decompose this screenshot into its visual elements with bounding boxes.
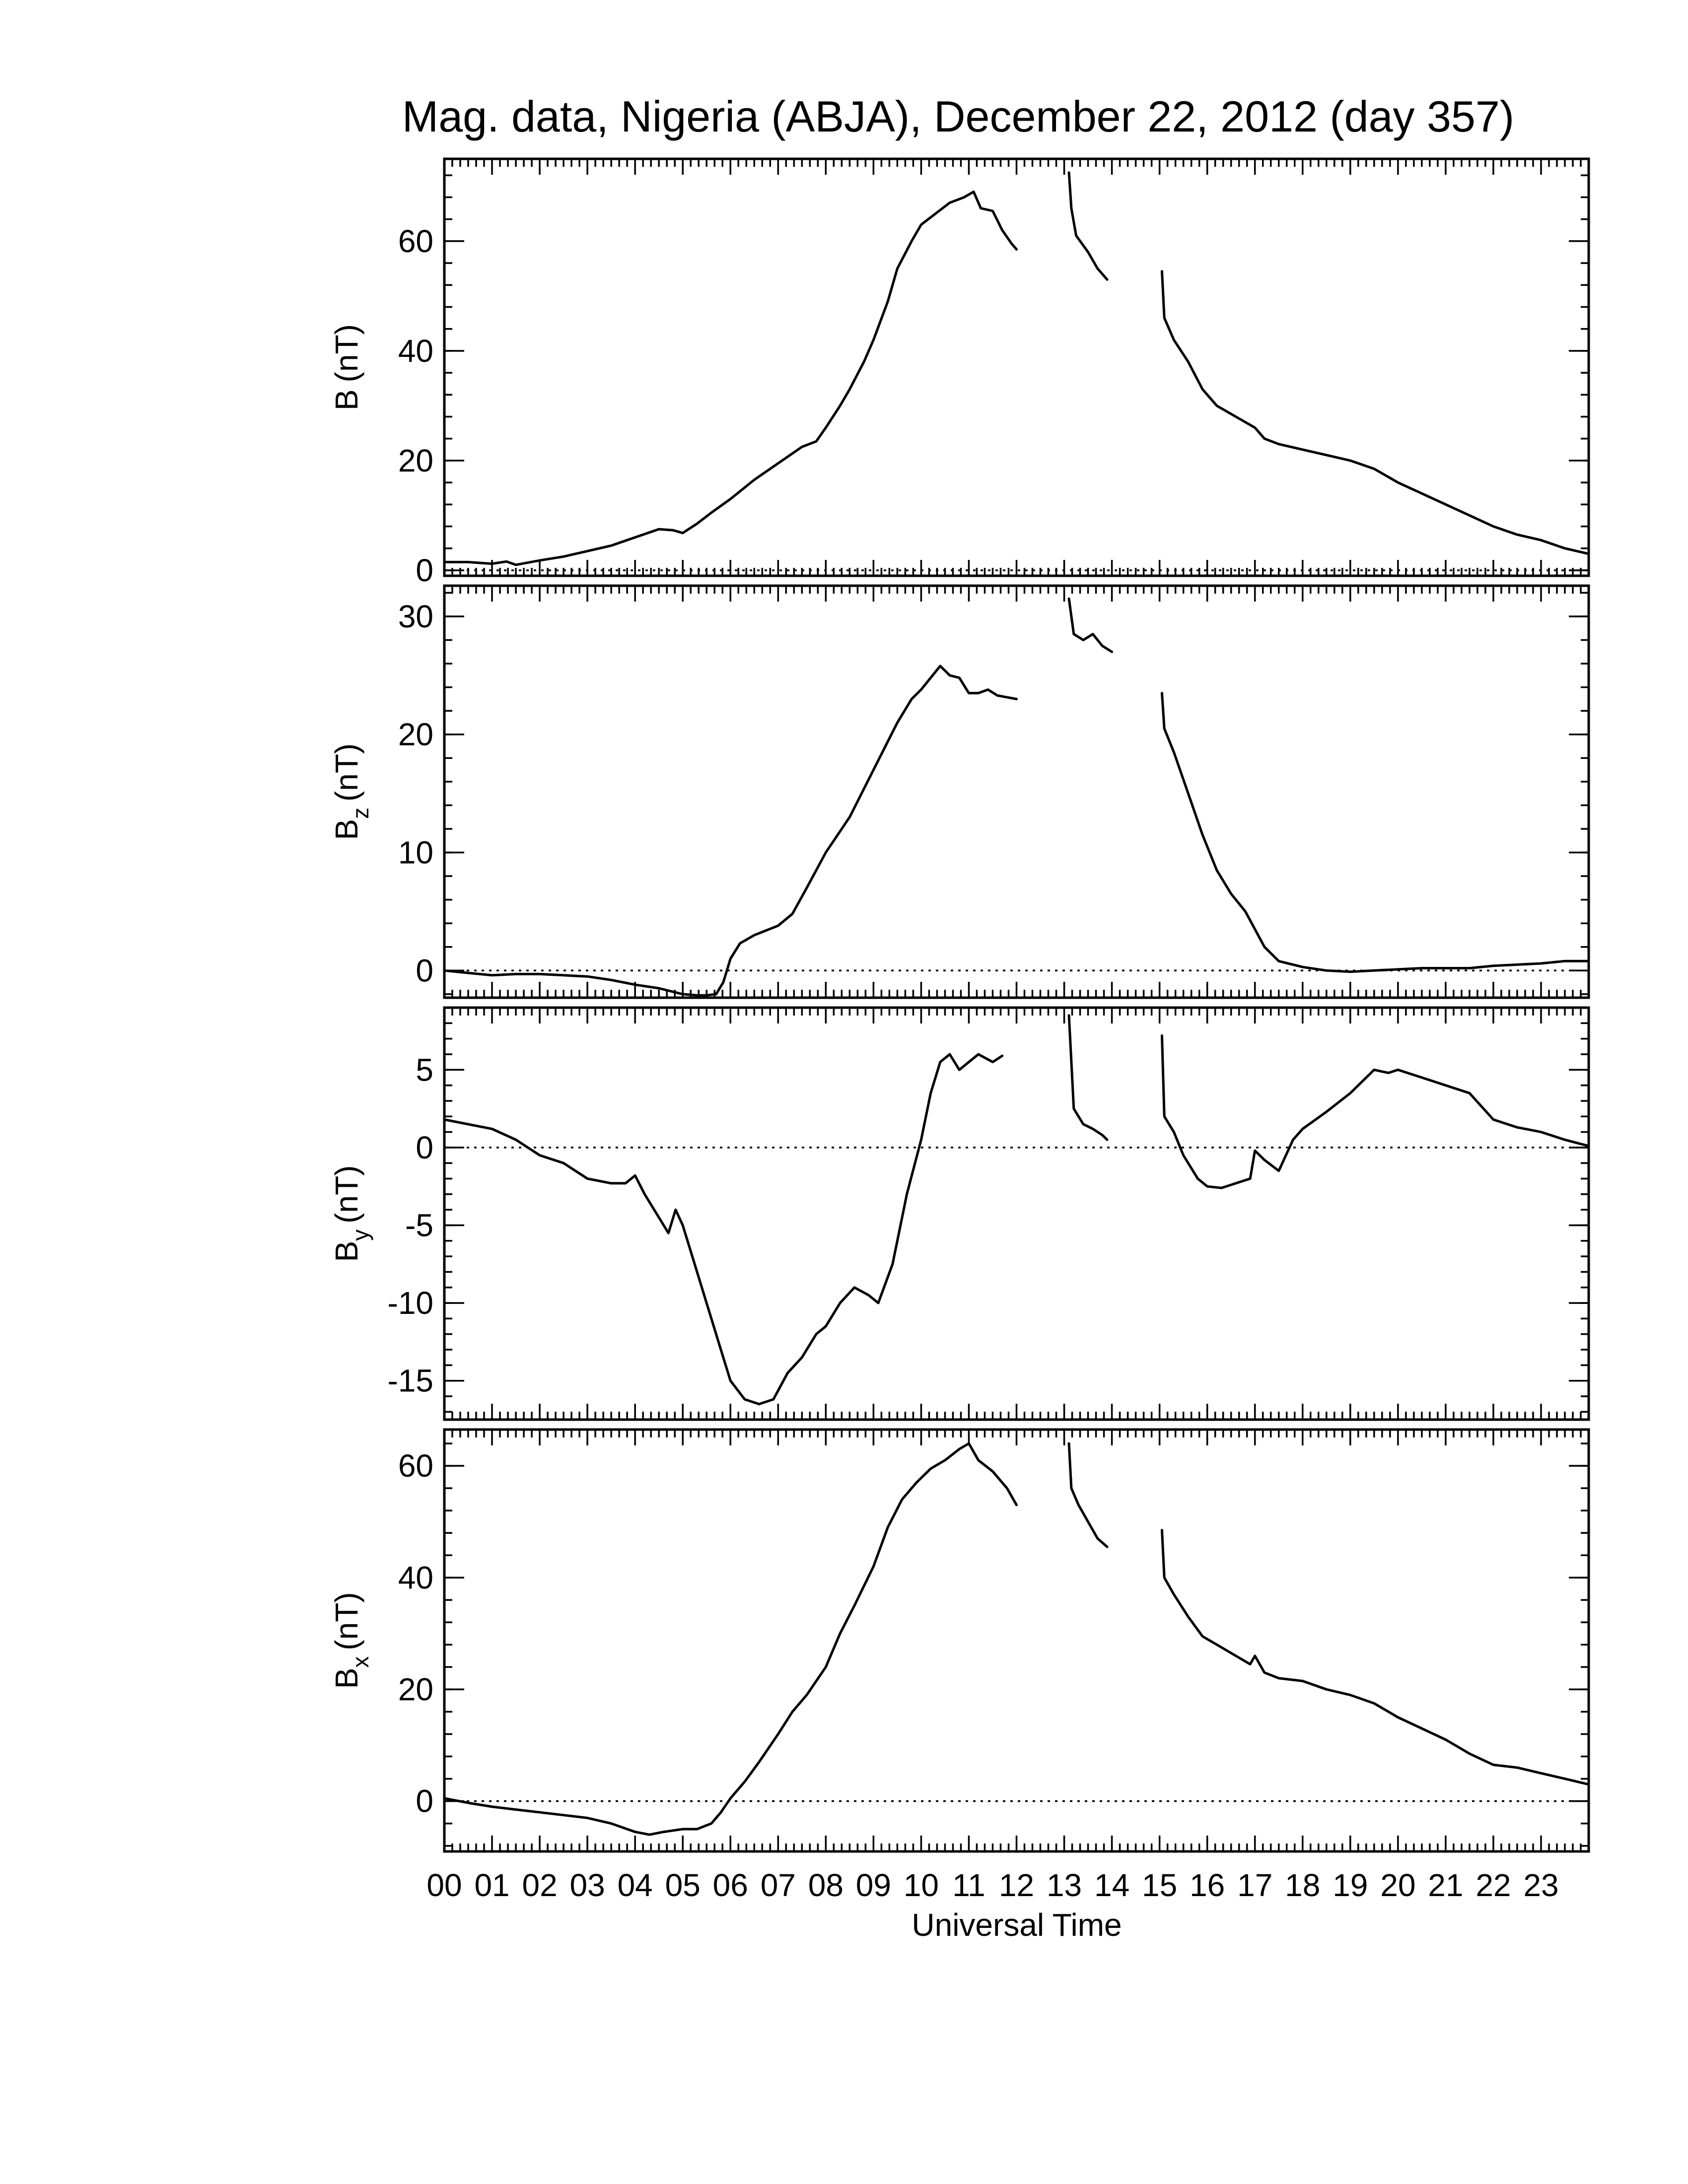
y-tick-label: 30	[398, 599, 433, 634]
x-ticks	[443, 1008, 1590, 1420]
series-line-By-segment-2	[1067, 1014, 1109, 1141]
y-tick-label: 0	[416, 1130, 433, 1165]
series-line-B-segment-2	[1067, 171, 1109, 281]
y-axis-label-main: B	[329, 1241, 364, 1262]
y-tick-label: 60	[398, 223, 433, 259]
y-axis-label-main: B	[329, 819, 364, 840]
y-ticks: 0 20 40 60	[398, 1442, 1589, 1847]
y-axis-label: B (nT)	[329, 324, 364, 410]
y-tick-label: 0	[416, 1783, 433, 1819]
series-line-B-segment-3	[1160, 270, 1590, 555]
x-tick-label: 06	[713, 1867, 748, 1903]
y-tick-label: 5	[416, 1052, 433, 1088]
x-tick-label: 12	[999, 1867, 1034, 1903]
y-ticks: -15 -10 -5 0 5	[388, 1007, 1589, 1413]
y-ticks: 0 20 40 60	[398, 174, 1589, 588]
x-tick-label: 03	[570, 1867, 605, 1903]
x-ticks	[443, 586, 1590, 998]
y-tick-label: 0	[416, 953, 433, 988]
y-tick-label: -5	[405, 1207, 433, 1243]
y-axis-label-subscript: z	[348, 808, 373, 819]
y-tick-label: -15	[388, 1363, 434, 1399]
x-tick-label: 23	[1523, 1867, 1558, 1903]
x-tick-label: 05	[665, 1867, 701, 1903]
x-tick-label: 09	[856, 1867, 891, 1903]
x-tick-label: 14	[1094, 1867, 1129, 1903]
y-axis-label-subscript: y	[348, 1229, 373, 1241]
x-tick-label: 11	[952, 1867, 985, 1903]
y-axis-label-unit: (nT)	[329, 1165, 364, 1224]
y-axis-label-unit: (nT)	[329, 744, 364, 802]
series-line-By-segment-1	[443, 1053, 1004, 1406]
x-tick-labels: 00 01 02 03 04 05 06 07 08 09 10 11 12 13 14 15 16 17 18 19…	[426, 1867, 1558, 1903]
y-tick-label: 0	[416, 552, 433, 588]
y-axis-label: Bx (nT)	[329, 1592, 373, 1689]
y-axis-label: Bz (nT)	[329, 744, 373, 840]
x-tick-label: 07	[761, 1867, 796, 1903]
x-tick-label: 19	[1333, 1867, 1368, 1903]
y-tick-label: 60	[398, 1448, 433, 1484]
y-axis-label: By (nT)	[329, 1165, 373, 1262]
y-tick-label: -10	[388, 1285, 434, 1321]
series-line-Bz-segment-1	[443, 665, 1018, 997]
x-tick-label: 02	[522, 1867, 557, 1903]
panel-Bz: 0 10 20 30 Bz (nT)	[329, 584, 1590, 999]
x-ticks	[443, 1430, 1590, 1851]
y-ticks: 0 10 20 30	[398, 592, 1589, 995]
y-axis-label-main: B	[329, 389, 364, 410]
panel-Bx: 0 20 40 60 Bx (nT)	[329, 1428, 1590, 1853]
series-line-Bx-segment-1	[443, 1442, 1018, 1836]
series-line-By-segment-3	[1160, 1034, 1590, 1189]
x-tick-label: 21	[1428, 1867, 1463, 1903]
x-tick-label: 20	[1380, 1867, 1415, 1903]
x-tick-label: 18	[1285, 1867, 1320, 1903]
x-tick-label: 22	[1476, 1867, 1511, 1903]
y-tick-label: 40	[398, 1560, 433, 1595]
x-tick-label: 01	[474, 1867, 509, 1903]
series-line-B-segment-1	[443, 190, 1018, 566]
y-axis-label-unit: (nT)	[329, 1592, 364, 1650]
x-tick-label: 08	[808, 1867, 844, 1903]
series-line-Bx-segment-2	[1067, 1442, 1109, 1548]
panel-By: -15 -10 -5 0 5 By (nT)	[329, 1006, 1590, 1421]
x-tick-label: 13	[1047, 1867, 1082, 1903]
series-line-Bx-segment-3	[1160, 1529, 1590, 1786]
x-tick-label: 00	[426, 1867, 462, 1903]
y-tick-label: 20	[398, 443, 433, 478]
y-tick-label: 20	[398, 717, 433, 752]
y-axis-label-subscript: x	[348, 1656, 373, 1668]
x-tick-label: 04	[618, 1867, 653, 1903]
x-axis-label: Universal Time	[912, 1907, 1122, 1943]
x-tick-label: 10	[904, 1867, 939, 1903]
y-tick-label: 20	[398, 1672, 433, 1707]
y-axis-label-main: B	[329, 1668, 364, 1689]
series-line-Bz-segment-2	[1067, 597, 1114, 653]
x-tick-label: 15	[1142, 1867, 1177, 1903]
x-ticks	[443, 159, 1590, 576]
y-axis-label-unit: (nT)	[329, 324, 364, 382]
y-tick-label: 10	[398, 834, 433, 870]
x-tick-label: 16	[1190, 1867, 1225, 1903]
chart-title: Mag. data, Nigeria (ABJA), December 22, …	[402, 92, 1514, 141]
panel-B: 0 20 40 60 B (nT)	[329, 157, 1590, 588]
series-line-Bz-segment-3	[1160, 691, 1590, 973]
panels: 0 20 40 60 B (nT) 0 10 20 30 Bz (nT) -15 -10 -5 0 5 By (nT…	[329, 157, 1590, 1853]
y-tick-label: 40	[398, 333, 433, 369]
x-tick-label: 17	[1237, 1867, 1272, 1903]
